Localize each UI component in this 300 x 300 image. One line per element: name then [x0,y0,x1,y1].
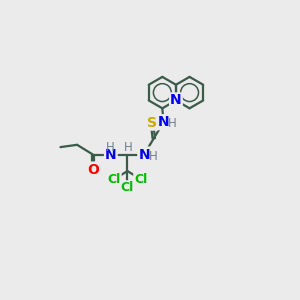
Text: H: H [124,141,132,154]
Text: S: S [147,116,157,130]
Text: N: N [170,93,182,107]
Text: Cl: Cl [134,173,148,186]
Text: N: N [158,115,169,129]
Text: N: N [105,148,117,161]
Text: H: H [106,141,115,154]
Text: Cl: Cl [121,181,134,194]
Text: N: N [138,148,150,161]
Text: H: H [168,117,177,130]
Text: H: H [148,150,157,163]
Text: O: O [87,163,99,176]
Text: Cl: Cl [107,173,121,186]
